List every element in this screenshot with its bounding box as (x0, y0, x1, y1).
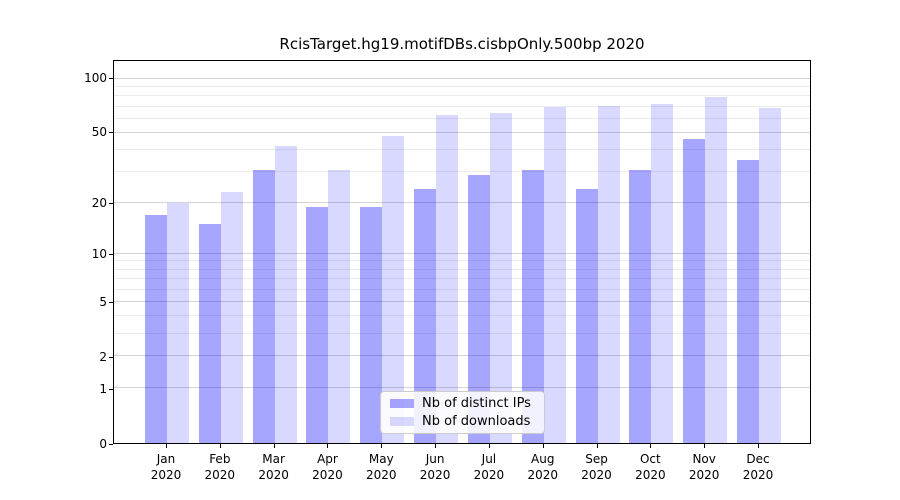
bar-nb-of-distinct-ips-mar (252, 169, 275, 443)
x-tick-label-feb: Feb 2020 (204, 452, 236, 482)
x-tick-mark-apr (327, 444, 329, 448)
plot-area (113, 60, 811, 444)
x-tick-label-aug: Aug 2020 (527, 452, 558, 482)
gridline-10 (114, 252, 810, 254)
bar-nb-of-downloads-aug (543, 106, 566, 443)
x-tick-mark-jul (488, 444, 490, 448)
y-tick-mark-100 (109, 78, 113, 80)
y-tick-mark-5 (109, 301, 113, 303)
x-tick-label-dec: Dec 2020 (742, 452, 774, 482)
gridline-70 (114, 105, 810, 107)
y-tick-mark-20 (109, 202, 113, 204)
gridline-20 (114, 201, 810, 203)
bar-nb-of-distinct-ips-feb (198, 224, 221, 443)
x-tick-mark-feb (219, 444, 221, 448)
gridline-9 (114, 260, 810, 262)
bar-nb-of-downloads-jul (489, 112, 512, 443)
x-tick-label-jan: Jan 2020 (150, 452, 182, 482)
legend-row-distinct-ips: Nb of distinct IPs (390, 396, 535, 411)
bar-nb-of-distinct-ips-apr (306, 206, 329, 443)
bar-nb-of-downloads-may (382, 136, 405, 443)
x-tick-label-apr: Apr 2020 (312, 452, 343, 482)
bar-nb-of-downloads-sep (597, 105, 620, 443)
y-tick-label-1: 1 (99, 382, 107, 397)
bar-nb-of-distinct-ips-may (360, 206, 383, 443)
y-tick-label-50: 50 (91, 125, 107, 140)
y-tick-label-10: 10 (91, 246, 107, 261)
y-tick-mark-1 (109, 389, 113, 391)
y-tick-mark-2 (109, 356, 113, 358)
x-tick-label-oct: Oct 2020 (635, 452, 666, 482)
legend-label-distinct-ips: Nb of distinct IPs (422, 396, 531, 411)
bar-nb-of-distinct-ips-nov (683, 139, 706, 443)
gridline-1 (114, 387, 810, 389)
bar-nb-of-distinct-ips-dec (737, 160, 759, 443)
gridline-2 (114, 355, 810, 357)
gridline-80 (114, 95, 810, 97)
bar-nb-of-distinct-ips-aug (521, 169, 544, 443)
gridline-8 (114, 268, 810, 270)
x-tick-mark-aug (542, 444, 544, 448)
y-tick-label-0: 0 (99, 437, 107, 451)
x-tick-label-may: May 2020 (365, 452, 397, 482)
gridline-30 (114, 171, 810, 173)
y-tick-label-20: 20 (91, 195, 107, 210)
x-tick-label-nov: Nov 2020 (688, 452, 720, 482)
x-tick-mark-jan (166, 444, 167, 448)
x-tick-label-jun: Jun 2020 (419, 452, 451, 482)
legend: Nb of distinct IPs Nb of downloads (380, 391, 545, 434)
x-tick-mark-dec (758, 444, 759, 448)
x-tick-label-jul: Jul 2020 (473, 452, 505, 482)
legend-row-downloads: Nb of downloads (390, 414, 535, 429)
y-tick-label-5: 5 (99, 294, 107, 309)
gridline-7 (114, 278, 810, 280)
bar-nb-of-distinct-ips-jul (467, 174, 490, 443)
bar-nb-of-downloads-dec (759, 107, 781, 443)
gridline-4 (114, 315, 810, 317)
x-tick-label-mar: Mar 2020 (258, 452, 289, 482)
bar-nb-of-distinct-ips-oct (629, 169, 652, 443)
chart-title: RcisTarget.hg19.motifDBs.cisbpOnly.500bp… (279, 35, 645, 53)
x-tick-mark-nov (704, 444, 706, 448)
gridline-6 (114, 288, 810, 290)
y-tick-label-100: 100 (84, 71, 107, 86)
legend-swatch-distinct-ips (390, 399, 414, 408)
x-tick-label-sep: Sep 2020 (581, 452, 612, 482)
x-tick-mark-mar (273, 444, 275, 448)
gridline-3 (114, 332, 810, 334)
bar-nb-of-distinct-ips-sep (575, 189, 598, 443)
y-tick-mark-0 (109, 444, 113, 445)
bar-nb-of-downloads-oct (651, 103, 674, 443)
bar-nb-of-distinct-ips-jun (414, 189, 437, 443)
bar-nb-of-distinct-ips-jan (145, 215, 167, 443)
x-tick-mark-oct (650, 444, 652, 448)
gridline-60 (114, 117, 810, 119)
bar-nb-of-downloads-jan (167, 202, 189, 443)
gridline-90 (114, 86, 810, 88)
x-tick-mark-jun (435, 444, 437, 448)
gridline-100 (114, 78, 810, 80)
legend-swatch-downloads (390, 417, 414, 426)
gridline-50 (114, 131, 810, 133)
gridline-5 (114, 300, 810, 302)
bar-nb-of-downloads-feb (220, 192, 243, 443)
y-tick-mark-10 (109, 253, 113, 255)
y-tick-mark-50 (109, 132, 113, 134)
bar-nb-of-downloads-nov (705, 97, 728, 443)
y-tick-label-2: 2 (99, 349, 107, 364)
x-tick-mark-sep (596, 444, 598, 448)
bar-nb-of-downloads-mar (274, 146, 297, 443)
bar-nb-of-downloads-jun (436, 115, 459, 443)
bar-nb-of-downloads-apr (328, 169, 351, 443)
x-tick-mark-may (381, 444, 383, 448)
legend-label-downloads: Nb of downloads (422, 414, 531, 429)
gridline-40 (114, 149, 810, 151)
